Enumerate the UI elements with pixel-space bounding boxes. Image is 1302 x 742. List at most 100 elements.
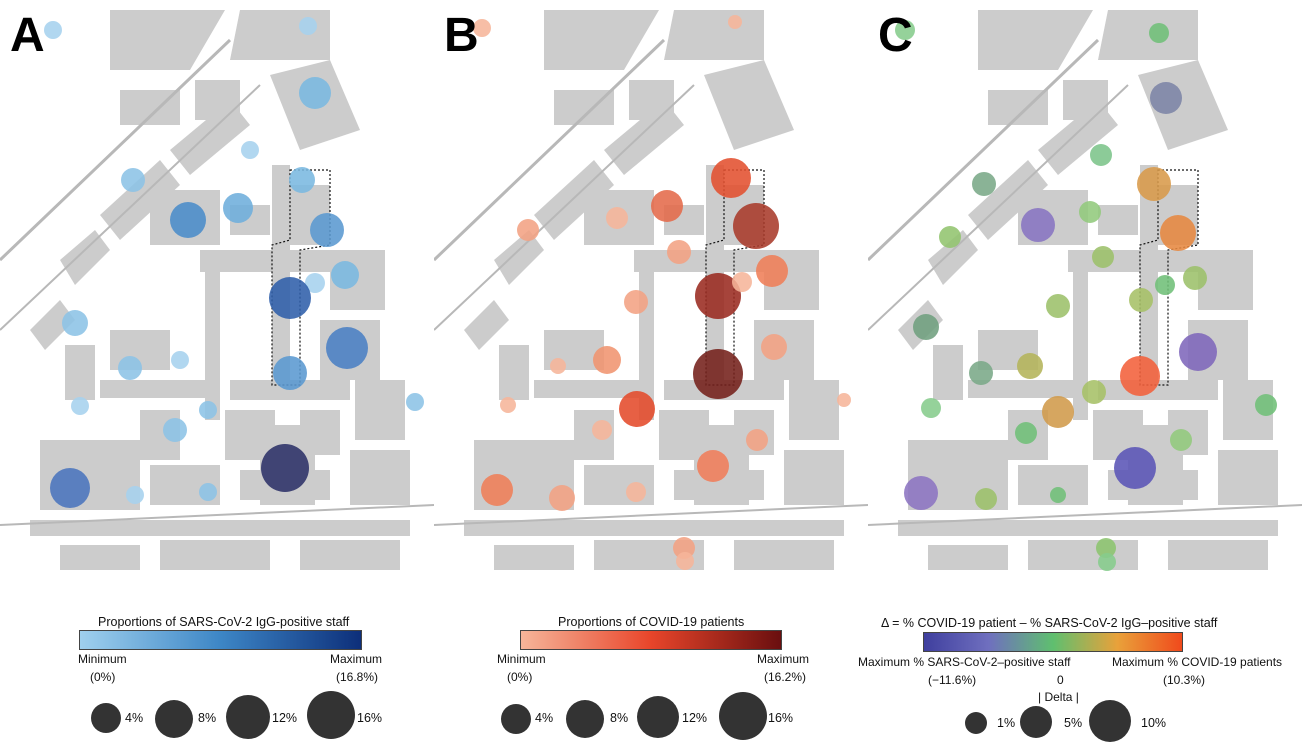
legend-b-size-dot-4	[719, 692, 767, 740]
building	[544, 10, 659, 70]
legend-a-title: Proportions of SARS-CoV-2 IgG-positive s…	[98, 615, 350, 629]
building	[350, 450, 410, 505]
bubble	[695, 273, 741, 319]
legend-b-size-dot-2	[566, 700, 604, 738]
bubble	[310, 213, 344, 247]
map-a-bubbles	[44, 17, 424, 508]
bubble	[163, 418, 187, 442]
map-b-bubbles	[473, 15, 851, 570]
legend-b-title: Proportions of COVID-19 patients	[558, 615, 745, 629]
building	[534, 380, 644, 398]
street-diagonal	[0, 84, 261, 331]
bubble	[273, 356, 307, 390]
bubble	[969, 361, 993, 385]
building	[634, 250, 764, 272]
building	[110, 10, 225, 70]
bubble	[1129, 288, 1153, 312]
building	[664, 10, 764, 60]
map-c-svg	[868, 0, 1302, 580]
bubble	[299, 77, 331, 109]
bubble	[728, 15, 742, 29]
bubble	[693, 349, 743, 399]
bubble	[517, 219, 539, 241]
bubble	[619, 391, 655, 427]
map-panel-a: A	[0, 0, 434, 580]
street-horizontal	[0, 504, 434, 526]
legend-c-left-label: Maximum % SARS-CoV-2–positive staff	[858, 655, 1071, 669]
bubble	[837, 393, 851, 407]
building	[60, 545, 140, 570]
bubble	[1092, 246, 1114, 268]
bubble	[1042, 396, 1074, 428]
legend-a-size-dot-4	[307, 691, 355, 739]
bubble	[71, 397, 89, 415]
legend-a: Proportions of SARS-CoV-2 IgG-positive s…	[0, 588, 434, 739]
building	[1138, 60, 1228, 150]
legend-a-size-dot-3	[226, 695, 270, 739]
bubble	[289, 167, 315, 193]
street-diagonal	[0, 38, 232, 262]
bubble	[761, 334, 787, 360]
bubble	[331, 261, 359, 289]
street-horizontal	[434, 504, 868, 526]
legend-b-size-label-1: 4%	[535, 711, 554, 725]
legend-a-gradient-bar	[79, 630, 362, 650]
building	[704, 60, 794, 150]
building	[100, 380, 210, 398]
legend-b-min-value: (0%)	[507, 670, 533, 684]
legend-b-size-dot-3	[637, 696, 679, 738]
map-b-svg	[434, 0, 868, 580]
bubble	[626, 482, 646, 502]
building	[464, 300, 509, 350]
bubble	[1183, 266, 1207, 290]
building	[968, 380, 1078, 398]
bubble	[1155, 275, 1175, 295]
legend-c-delta-label: | Delta |	[1038, 690, 1079, 704]
legend-c-size-label-2: 5%	[1064, 716, 1083, 730]
building	[355, 380, 405, 440]
building	[200, 250, 330, 272]
map-panel-c: C	[868, 0, 1302, 580]
legend-b-max-label: Maximum	[757, 652, 810, 666]
bubble	[593, 346, 621, 374]
bubble	[1137, 167, 1171, 201]
legend-b-min-label: Minimum	[497, 652, 546, 666]
street-horizontal	[868, 504, 1302, 526]
bubble	[939, 226, 961, 248]
legend-b-max-value: (16.2%)	[764, 670, 807, 684]
legend-c-right-label: Maximum % COVID-19 patients	[1112, 655, 1283, 669]
building	[928, 230, 978, 285]
bubble	[199, 483, 217, 501]
bubble	[1114, 447, 1156, 489]
bubble	[1021, 208, 1055, 242]
bubble	[299, 17, 317, 35]
building	[1168, 540, 1268, 570]
campus-outline	[1139, 169, 1199, 386]
bubble	[261, 444, 309, 492]
bubble	[1120, 356, 1160, 396]
building	[300, 540, 400, 570]
bubble	[121, 168, 145, 192]
building	[494, 230, 544, 285]
bubble	[1090, 144, 1112, 166]
bubble	[1082, 380, 1106, 404]
bubble	[1046, 294, 1070, 318]
bubble	[756, 255, 788, 287]
building	[789, 380, 839, 440]
legend-b-size-label-2: 8%	[610, 711, 629, 725]
legend-a-size-dot-1	[91, 703, 121, 733]
legend-a-max-value: (16.8%)	[336, 670, 379, 684]
bubble	[1160, 215, 1196, 251]
map-a-svg	[0, 0, 434, 580]
building	[464, 520, 844, 536]
bubble	[326, 327, 368, 369]
building	[499, 345, 529, 400]
legend-b-size-label-3: 12%	[682, 711, 708, 725]
legend-c-center-value: 0	[1057, 673, 1064, 687]
building	[978, 10, 1093, 70]
building	[60, 230, 110, 285]
bubble	[199, 401, 217, 419]
panel-letter-c: C	[878, 9, 913, 62]
bubble	[651, 190, 683, 222]
building	[30, 520, 410, 536]
